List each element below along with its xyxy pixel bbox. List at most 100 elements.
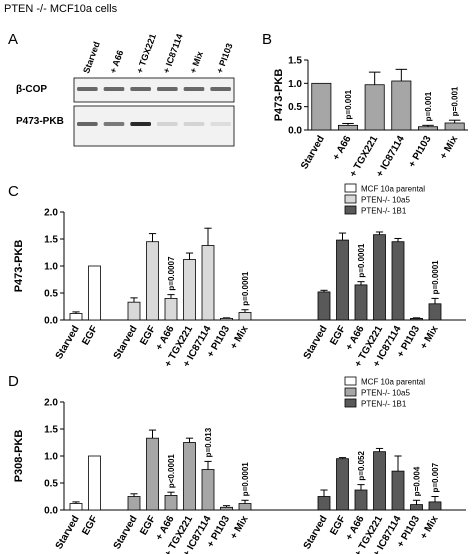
figure-title-text: PTEN -/- MCF10a cells (4, 3, 118, 15)
y-tick-label: 1.5 (44, 235, 58, 246)
bar (88, 455, 101, 511)
y-tick-label: 2.0 (44, 398, 58, 409)
bar (69, 503, 83, 511)
blot-membrane-p473 (73, 105, 235, 147)
x-tick-label: + PI103 (407, 134, 434, 170)
y-tick-label: 1.0 (44, 262, 58, 273)
x-tick-label: + Mix (418, 514, 440, 542)
legend-swatch (344, 194, 357, 204)
x-tick-label: Starved (302, 324, 330, 361)
p-value-annotation: p=0.001 (344, 89, 353, 119)
p-value-annotation: p=0.0001 (357, 243, 366, 278)
legend-swatch (344, 398, 357, 408)
bar (127, 301, 141, 321)
x-tick-label: + A66 (331, 134, 354, 163)
blot-band-p473 (157, 122, 178, 126)
p-value-annotation: p=0.007 (431, 462, 440, 492)
p-value-annotation: p=0.013 (204, 427, 213, 457)
bar (336, 239, 349, 321)
blot-band-bcop (210, 87, 231, 91)
bar (220, 506, 233, 511)
legend-swatch (344, 376, 357, 386)
bar (391, 470, 405, 511)
legend-label: PTEN-/- 10a5 (361, 196, 410, 205)
x-tick-label: Starved (299, 134, 327, 171)
bar (146, 241, 159, 321)
bar (238, 503, 252, 511)
blot-band-label-bcop: β-COP (16, 84, 47, 95)
bar (373, 451, 386, 511)
bar (183, 259, 196, 321)
bar (354, 284, 368, 321)
bar (417, 126, 438, 131)
x-tick-label: + Mix (418, 324, 440, 352)
bar (373, 234, 386, 321)
y-tick-label: 0.5 (288, 102, 302, 113)
blot-band-p473 (210, 122, 231, 126)
p-value-annotation: p<0.0001 (167, 454, 176, 489)
y-tick-label: 1.0 (44, 452, 58, 463)
blot-band-label-p473: P473-PKB (16, 116, 64, 127)
y-tick-label: 0.5 (44, 479, 58, 490)
bar (164, 297, 178, 321)
panel-label-b: B (262, 31, 272, 48)
bar (391, 80, 412, 131)
bar (428, 501, 442, 511)
blot-bands (77, 87, 231, 126)
y-tick-label: 1.5 (44, 425, 58, 436)
figure-title: PTEN -/- MCF10a cells (4, 3, 118, 15)
y-axis-title: P473-PKB (273, 69, 285, 122)
western-blot-panel: Starved + A66 + TGX221 + IC87114 + Mix + PI10… (16, 32, 235, 147)
blot-band-p473 (130, 122, 151, 126)
bar (183, 442, 196, 511)
bar (428, 303, 442, 321)
blot-lane-label: + Mix (188, 50, 205, 75)
x-tick-label: Starved (112, 324, 140, 361)
y-axis-title: P473-PKB (13, 240, 25, 293)
bar (311, 82, 332, 131)
y-tick-label: 0.0 (44, 316, 58, 327)
x-tick-label: Starved (112, 514, 140, 551)
panel-label-d: D (8, 373, 19, 390)
blot-lane-label: Starved (81, 40, 102, 74)
bar (164, 495, 178, 511)
p-value-annotation: p=0.0001 (241, 271, 250, 306)
legend-label: MCF 10a parental (361, 378, 425, 387)
legend-label: MCF 10a parental (361, 185, 425, 194)
blot-lane-label: + A66 (108, 49, 126, 75)
bar (317, 291, 331, 321)
blot-membrane-bcop (73, 77, 235, 103)
panel-label-c: C (8, 183, 19, 200)
legend-swatch (344, 183, 357, 193)
bar (336, 458, 349, 511)
bar (354, 489, 368, 511)
y-tick-label: 1.0 (288, 79, 302, 90)
p-value-annotation: p=0.0007 (167, 256, 176, 291)
bar (238, 312, 252, 321)
blot-band-p473 (183, 122, 205, 126)
blot-band-bcop (157, 87, 178, 91)
legend-label: PTEN-/- 1B1 (361, 207, 407, 216)
bar (220, 317, 233, 321)
p-value-annotation: p=0.0001 (241, 462, 250, 497)
blot-band-bcop (183, 87, 205, 91)
blot-band-p473 (77, 122, 98, 126)
blot-lane-label: + TGX221 (134, 32, 158, 74)
y-axis-title: P308-PKB (13, 430, 25, 483)
x-tick-label: EGF (80, 514, 100, 537)
bar (69, 313, 83, 321)
bar (410, 504, 423, 511)
x-tick-label: + Mix (228, 324, 250, 352)
blot-band-bcop (77, 87, 98, 91)
blot-band-p473 (103, 122, 125, 126)
p-value-annotation: p=0.001 (424, 91, 433, 121)
y-tick-label: 0.0 (288, 126, 302, 137)
bar (88, 265, 101, 321)
x-tick-label: Starved (54, 324, 82, 361)
y-tick-label: 0.5 (44, 289, 58, 300)
panel-label-a: A (8, 31, 18, 48)
bar (410, 317, 423, 321)
bar (444, 122, 465, 131)
